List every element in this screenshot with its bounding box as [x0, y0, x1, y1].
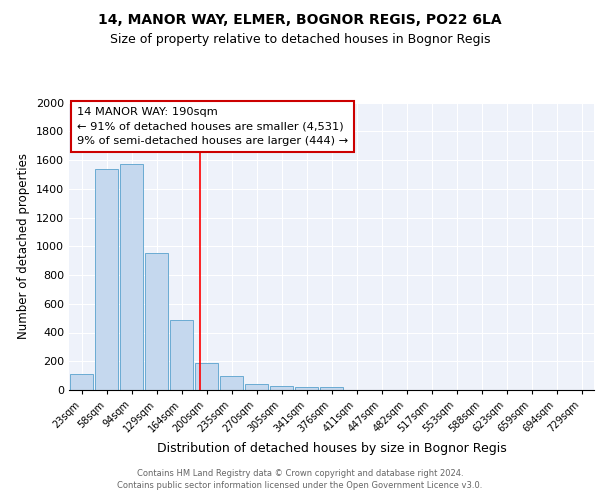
Bar [170, 320, 193, 390]
Text: 14, MANOR WAY, ELMER, BOGNOR REGIS, PO22 6LA: 14, MANOR WAY, ELMER, BOGNOR REGIS, PO22… [98, 12, 502, 26]
Bar [70, 374, 94, 390]
Bar [320, 388, 343, 390]
Bar [145, 254, 169, 390]
X-axis label: Distribution of detached houses by size in Bognor Regis: Distribution of detached houses by size … [157, 442, 506, 456]
Bar [119, 164, 143, 390]
Text: 14 MANOR WAY: 190sqm
← 91% of detached houses are smaller (4,531)
9% of semi-det: 14 MANOR WAY: 190sqm ← 91% of detached h… [77, 107, 348, 146]
Bar [95, 168, 118, 390]
Y-axis label: Number of detached properties: Number of detached properties [17, 153, 31, 340]
Bar [269, 386, 293, 390]
Bar [245, 384, 268, 390]
Text: Contains HM Land Registry data © Crown copyright and database right 2024.: Contains HM Land Registry data © Crown c… [137, 468, 463, 477]
Text: Contains public sector information licensed under the Open Government Licence v3: Contains public sector information licen… [118, 481, 482, 490]
Bar [220, 376, 244, 390]
Bar [194, 362, 218, 390]
Bar [295, 388, 319, 390]
Text: Size of property relative to detached houses in Bognor Regis: Size of property relative to detached ho… [110, 32, 490, 46]
